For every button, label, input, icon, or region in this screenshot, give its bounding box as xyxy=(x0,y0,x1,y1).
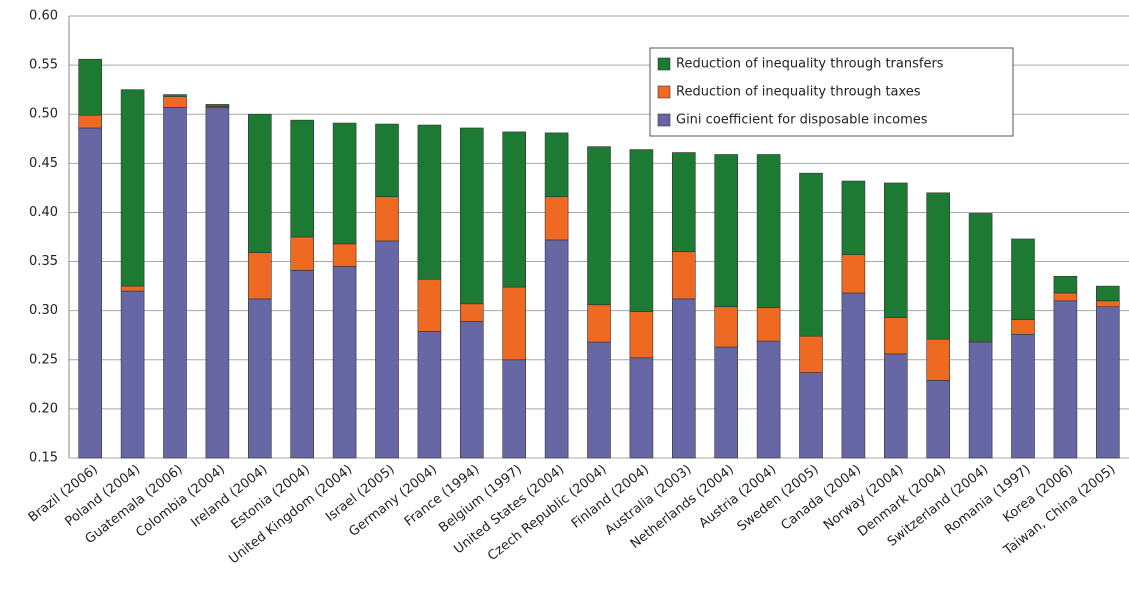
legend-box xyxy=(649,47,1014,137)
y-tick-label: 0.20 xyxy=(29,401,58,416)
y-tick-label: 0.15 xyxy=(29,451,58,466)
y-tick-label: 0.25 xyxy=(29,352,58,367)
bar-segment xyxy=(375,123,399,198)
bar-segment xyxy=(841,180,866,255)
bar-segment xyxy=(671,152,696,253)
y-tick-label: 0.35 xyxy=(29,254,58,269)
bar-segment xyxy=(248,298,272,459)
bar-segment xyxy=(841,292,866,459)
bar-segment xyxy=(78,127,102,459)
bar-segment xyxy=(714,154,739,308)
bar-segment xyxy=(120,285,145,292)
bar-segment xyxy=(544,196,569,241)
bar-segment xyxy=(799,372,823,459)
bar-segment xyxy=(883,182,908,318)
bar-segment xyxy=(629,149,654,312)
bar-segment xyxy=(290,236,315,271)
legend-label: Gini coefficient for disposable incomes xyxy=(676,113,928,128)
bar-segment xyxy=(248,113,272,254)
bar-segment xyxy=(459,321,484,459)
bar-segment xyxy=(587,304,611,343)
bar-segment xyxy=(968,213,993,342)
bar-segment xyxy=(883,317,908,355)
bar-segment xyxy=(120,89,145,287)
bar-segment xyxy=(248,252,272,300)
bar-segment xyxy=(290,119,315,238)
bar-segment xyxy=(205,104,230,107)
bar-segment xyxy=(163,107,187,459)
bar-segment xyxy=(926,192,951,340)
legend-swatch xyxy=(657,113,671,127)
y-tick-label: 0.55 xyxy=(29,58,58,73)
bar-segment xyxy=(1096,300,1120,308)
bar-segment xyxy=(290,270,315,459)
bar-segment xyxy=(1053,300,1078,459)
bar-segment xyxy=(375,240,399,459)
bar-segment xyxy=(799,172,823,337)
bar-segment xyxy=(544,239,569,459)
bar-segment xyxy=(332,266,357,459)
bar-segment xyxy=(417,278,442,332)
bar-segment xyxy=(756,340,781,459)
bar-segment xyxy=(78,58,102,116)
bar-segment xyxy=(1053,292,1078,302)
y-tick-label: 0.50 xyxy=(29,107,58,122)
bar-segment xyxy=(629,311,654,359)
bar-segment xyxy=(459,303,484,322)
bar-segment xyxy=(502,286,527,361)
y-tick-label: 0.30 xyxy=(29,303,58,318)
bar-segment xyxy=(120,290,145,459)
bar-segment xyxy=(1011,238,1035,320)
bar-segment xyxy=(841,254,866,294)
bar-segment xyxy=(417,330,442,459)
y-tick-label: 0.45 xyxy=(29,156,58,171)
legend-label: Reduction of inequality through taxes xyxy=(676,85,921,100)
bar-segment xyxy=(375,196,399,242)
bar-segment xyxy=(332,122,357,245)
bar-segment xyxy=(78,114,102,129)
bar-segment xyxy=(587,146,611,306)
legend-swatch xyxy=(657,57,671,71)
y-tick-label: 0.60 xyxy=(29,9,58,24)
y-tick-label: 0.40 xyxy=(29,205,58,220)
bar-segment xyxy=(1011,333,1035,459)
bar-segment xyxy=(883,353,908,459)
bar-segment xyxy=(968,341,993,459)
bar-segment xyxy=(629,357,654,459)
bar-segment xyxy=(502,131,527,288)
bar-segment xyxy=(714,346,739,459)
bar-segment xyxy=(205,107,230,459)
bar-segment xyxy=(1053,275,1078,294)
bar-segment xyxy=(1096,285,1120,302)
bar-segment xyxy=(756,307,781,342)
bar-segment xyxy=(714,306,739,348)
bar-segment xyxy=(417,124,442,280)
bar-segment xyxy=(671,251,696,300)
bar-segment xyxy=(587,341,611,459)
bar-segment xyxy=(1011,319,1035,335)
bar-segment xyxy=(926,338,951,381)
bar-segment xyxy=(926,380,951,459)
bar-segment xyxy=(799,335,823,373)
legend-swatch xyxy=(657,85,671,99)
bar-segment xyxy=(1096,306,1120,459)
bar-segment xyxy=(163,94,187,97)
bar-segment xyxy=(163,96,187,108)
bar-segment xyxy=(671,298,696,459)
bar-segment xyxy=(459,127,484,305)
bar-segment xyxy=(544,132,569,198)
bar-segment xyxy=(502,359,527,459)
x-tick-label: Brazil (2006) xyxy=(26,462,101,525)
bar-segment xyxy=(332,243,357,267)
legend-label: Reduction of inequality through transfer… xyxy=(676,57,944,72)
bar-segment xyxy=(756,154,781,309)
